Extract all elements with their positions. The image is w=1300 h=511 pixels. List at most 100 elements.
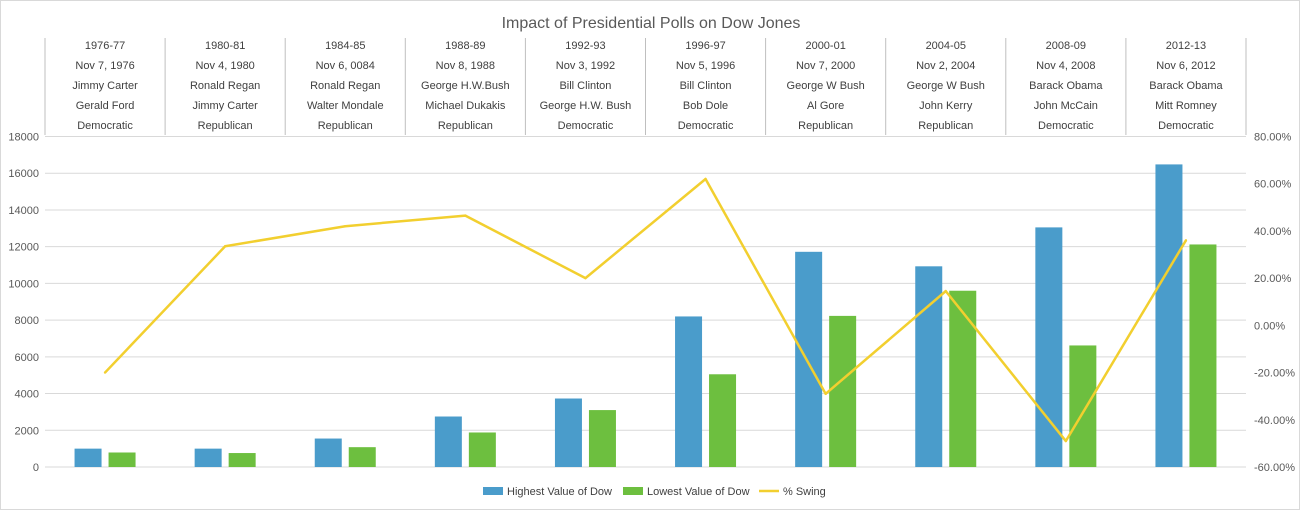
bar-lowest xyxy=(588,410,616,467)
header-cell: George H.W. Bush xyxy=(540,100,632,112)
left-tick-label: 8000 xyxy=(15,315,39,327)
left-tick-label: 6000 xyxy=(15,352,39,364)
header-cell: Nov 6, 2012 xyxy=(1156,60,1215,72)
header-cell: 2008-09 xyxy=(1046,40,1086,52)
legend-swatch xyxy=(483,487,503,495)
header-cell: 1984-85 xyxy=(325,40,365,52)
header-cell: Republican xyxy=(918,120,973,132)
header-cell: Jimmy Carter xyxy=(192,100,258,112)
header-cell: Nov 4, 2008 xyxy=(1036,60,1095,72)
header-cell: Jimmy Carter xyxy=(72,80,138,92)
bar-highest xyxy=(1155,164,1183,468)
header-cell: Nov 3, 1992 xyxy=(556,60,615,72)
bar-lowest xyxy=(949,290,977,467)
header-cell: George W Bush xyxy=(907,80,985,92)
chart-title: Impact of Presidential Polls on Dow Jone… xyxy=(502,15,801,32)
legend-label: Highest Value of Dow xyxy=(507,486,612,498)
right-tick-label: -20.00% xyxy=(1254,368,1295,380)
header-cell: John McCain xyxy=(1034,100,1098,112)
swing-point xyxy=(704,177,707,181)
swing-line xyxy=(103,177,1188,443)
bar-lowest xyxy=(228,453,256,467)
bar-highest xyxy=(74,448,102,467)
header-cell: 1992-93 xyxy=(565,40,605,52)
right-tick-label: -40.00% xyxy=(1254,415,1295,427)
header-cell: Nov 8, 1988 xyxy=(436,60,495,72)
bar-lowest xyxy=(829,315,857,467)
legend-label: Lowest Value of Dow xyxy=(647,486,750,498)
header-cell: 1976-77 xyxy=(85,40,125,52)
bar-lowest xyxy=(1189,244,1217,467)
bar-highest xyxy=(554,398,582,467)
right-tick-label: 80.00% xyxy=(1254,132,1292,144)
left-tick-label: 14000 xyxy=(8,205,39,217)
legend-label: % Swing xyxy=(783,486,826,498)
header-cell: Bill Clinton xyxy=(559,80,611,92)
swing-point xyxy=(824,392,827,396)
right-tick-label: 20.00% xyxy=(1254,273,1292,285)
bar-highest xyxy=(675,316,703,467)
gridlines xyxy=(45,136,1246,468)
left-tick-label: 16000 xyxy=(8,168,39,180)
right-tick-label: -60.00% xyxy=(1254,462,1295,474)
swing-point xyxy=(464,214,467,217)
header-cell: Republican xyxy=(198,120,253,132)
left-tick-label: 0 xyxy=(33,462,39,474)
bar-lowest xyxy=(108,452,136,467)
header-cell: Nov 5, 1996 xyxy=(676,60,735,72)
bars xyxy=(74,164,1217,468)
header-cell: Republican xyxy=(798,120,853,132)
right-tick-label: 40.00% xyxy=(1254,226,1292,238)
swing-point xyxy=(103,371,107,374)
header-cell: 1988-89 xyxy=(445,40,485,52)
left-tick-label: 2000 xyxy=(15,425,39,437)
bar-highest xyxy=(795,251,823,467)
header-cell: Ronald Regan xyxy=(190,80,260,92)
bar-highest xyxy=(314,438,342,467)
header-cell: Ronald Regan xyxy=(310,80,380,92)
bar-highest xyxy=(434,416,462,467)
bar-highest xyxy=(194,448,222,467)
header-cell: Gerald Ford xyxy=(76,100,135,112)
header-cell: Democratic xyxy=(678,120,734,132)
header-cell: Bob Dole xyxy=(683,100,728,112)
swing-point xyxy=(344,225,347,228)
header-cell: Nov 7, 2000 xyxy=(796,60,855,72)
legend: Highest Value of Dow Lowest Value of Dow%… xyxy=(483,486,826,498)
bar-highest xyxy=(1035,227,1063,467)
bar-lowest xyxy=(468,432,496,467)
left-tick-label: 18000 xyxy=(8,132,39,144)
left-axis: 0 2000 4000 6000 8000 10000 12000 14000 16000 180… xyxy=(8,132,39,475)
header-cell: 1980-81 xyxy=(205,40,245,52)
header-cell: Barack Obama xyxy=(1029,80,1103,92)
header-cell: 2004-05 xyxy=(926,40,966,52)
swing-point xyxy=(944,289,947,293)
header-cell: Michael Dukakis xyxy=(425,100,506,112)
header-cell: George W Bush xyxy=(787,80,865,92)
swing-line-path xyxy=(104,177,1188,443)
header-cell: Nov 7, 1976 xyxy=(75,60,134,72)
left-tick-label: 10000 xyxy=(8,278,39,290)
header-cell: Republican xyxy=(318,120,373,132)
header-cell: Republican xyxy=(438,120,493,132)
header-cell: John Kerry xyxy=(919,100,973,112)
header-cell: 2012-13 xyxy=(1166,40,1206,52)
header-cell: Barack Obama xyxy=(1149,80,1223,92)
header-cell: Bill Clinton xyxy=(680,80,732,92)
header-cell: 2000-01 xyxy=(805,40,845,52)
header-cell: 1996-97 xyxy=(685,40,725,52)
header-table: 1976-77 Nov 7, 1976 Jimmy Carter Gerald For… xyxy=(44,38,1247,135)
bar-lowest xyxy=(1069,345,1097,467)
header-cell: Democratic xyxy=(1038,120,1094,132)
header-cell: Democratic xyxy=(1158,120,1214,132)
header-cell: Nov 6, 0084 xyxy=(316,60,375,72)
header-cell: Nov 4, 1980 xyxy=(195,60,254,72)
right-axis: -60.00% -40.00% -20.00% 0.00% 20.00% 40.00% 60… xyxy=(1254,132,1295,475)
left-tick-label: 4000 xyxy=(15,389,39,401)
right-tick-label: 0.00% xyxy=(1254,320,1285,332)
header-cell: Mitt Romney xyxy=(1155,100,1217,112)
swing-point xyxy=(584,276,587,280)
right-tick-label: 60.00% xyxy=(1254,179,1292,191)
bar-lowest xyxy=(709,374,737,467)
